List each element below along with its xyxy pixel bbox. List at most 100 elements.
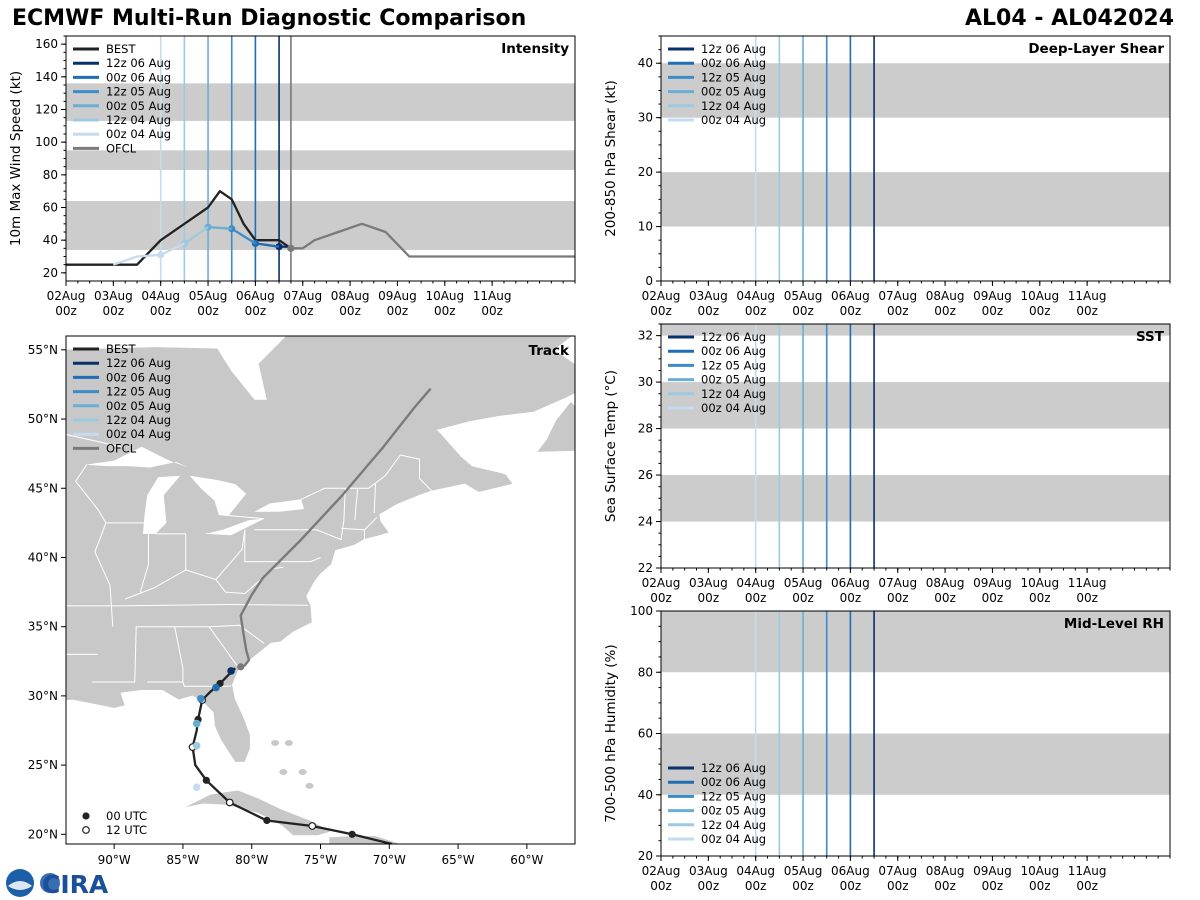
panel-label: Intensity (501, 41, 569, 57)
x-tick-label: 00z (934, 879, 956, 893)
rh-panel: 2040608010002Aug00z03Aug00z04Aug00z05Aug… (603, 604, 1171, 893)
series-line (255, 242, 280, 248)
x-tick-label: 00z (792, 304, 814, 318)
y-tick-label: 10 (638, 220, 653, 234)
x-tick-label: 00z (934, 304, 956, 318)
run-init-marker (157, 251, 165, 259)
threshold-band (661, 475, 1170, 522)
x-tick-label: 00z (150, 304, 172, 318)
x-tick-label: 00z (387, 304, 409, 318)
plot-area (661, 324, 1170, 568)
x-tick-label: 10Aug (425, 289, 464, 303)
x-tick-label: 00z (887, 591, 909, 605)
x-tick-label: 00z (840, 304, 862, 318)
best-marker-12z (225, 798, 234, 807)
x-tick-label: 06Aug (831, 289, 870, 303)
state-border (125, 569, 186, 600)
y-tick-label: 120 (35, 103, 58, 117)
x-tick-label: 00z (887, 304, 909, 318)
lat-tick-label: 25°N (28, 758, 58, 772)
x-tick-label: 02Aug (642, 289, 681, 303)
y-tick-label: 160 (35, 37, 58, 51)
y-tick-label: 32 (638, 329, 653, 343)
state-border (354, 488, 359, 521)
series-line (231, 227, 257, 245)
legend-label: 12z 04 Aug (701, 387, 766, 401)
y-tick-label: 60 (638, 727, 653, 741)
threshold-band (661, 63, 1170, 118)
plot-area (661, 611, 1170, 856)
y-tick-label: 40 (43, 233, 58, 247)
plot-area (66, 36, 575, 281)
noaa-wave-icon (8, 881, 32, 890)
legend-label: BEST (106, 342, 136, 356)
legend-label: 00z 05 Aug (701, 804, 766, 818)
gulf-st-lawrence (437, 412, 556, 475)
x-tick-label: 00z (650, 879, 672, 893)
x-tick-label: 00z (982, 879, 1004, 893)
run-position-marker (197, 694, 205, 703)
lat-tick-label: 55°N (28, 343, 58, 357)
x-tick-label: 00z (197, 304, 219, 318)
y-tick-label: 40 (638, 788, 653, 802)
lake-michigan (143, 475, 181, 534)
x-tick-label: 00z (1076, 879, 1098, 893)
x-tick-label: 00z (792, 591, 814, 605)
sst-panel: 22242628303202Aug00z03Aug00z04Aug00z05Au… (603, 323, 1171, 605)
legend-label: 12z 06 Aug (701, 330, 766, 344)
x-tick-label: 07Aug (878, 864, 917, 878)
x-tick-label: 00z (840, 879, 862, 893)
legend-label: 12z 05 Aug (701, 789, 766, 803)
x-tick-label: 00z (55, 304, 77, 318)
x-tick-label: 04Aug (141, 289, 180, 303)
series-line (290, 222, 575, 258)
land-bahamas (284, 739, 293, 746)
threshold-band (661, 733, 1170, 795)
x-tick-label: 00z (792, 879, 814, 893)
plot-area (661, 36, 1170, 281)
x-tick-label: 00z (745, 591, 767, 605)
legend-label: 12z 06 Aug (701, 761, 766, 775)
panel-label: Track (529, 343, 570, 359)
run-position-marker (192, 741, 201, 750)
y-tick-label: 60 (43, 201, 58, 215)
x-tick-label: 07Aug (878, 576, 917, 590)
legend-label: 12 UTC (106, 823, 147, 837)
x-tick-label: 00z (1076, 304, 1098, 318)
state-border (208, 626, 239, 668)
land-bahamas (279, 769, 288, 776)
cira-globe-icon (40, 873, 60, 893)
legend-label: 12z 04 Aug (701, 818, 766, 832)
best-marker-00z (202, 776, 210, 784)
x-tick-label: 10Aug (1020, 864, 1059, 878)
state-border (139, 533, 149, 593)
x-tick-label: 05Aug (784, 576, 823, 590)
x-tick-label: 08Aug (926, 576, 965, 590)
y-tick-label: 20 (43, 266, 58, 280)
cira-logo-text: CIRA (42, 870, 109, 899)
legend-label: OFCL (106, 141, 137, 155)
threshold-band (661, 611, 1170, 673)
y-tick-label: 22 (638, 561, 653, 575)
state-border (215, 566, 284, 595)
x-tick-label: 03Aug (689, 576, 728, 590)
lon-tick-label: 85°W (166, 853, 199, 867)
lat-tick-label: 45°N (28, 481, 58, 495)
land-bahamas (305, 782, 314, 789)
x-tick-label: 02Aug (642, 864, 681, 878)
land-bahamas (271, 739, 280, 746)
y-tick-label: 24 (638, 515, 653, 529)
threshold-band (661, 324, 1170, 336)
intensity-panel: 2040608010012014016002Aug00z03Aug00z04Au… (8, 35, 576, 318)
x-tick-label: 03Aug (689, 289, 728, 303)
lat-tick-label: 30°N (28, 689, 58, 703)
lake-superior (85, 446, 189, 468)
x-tick-label: 05Aug (784, 289, 823, 303)
state-border (147, 681, 232, 687)
legend-label: 00z 06 Aug (701, 775, 766, 789)
x-tick-label: 09Aug (973, 576, 1012, 590)
legend-label: 00z 06 Aug (106, 70, 171, 84)
x-tick-label: 00z (745, 304, 767, 318)
x-tick-label: 00z (698, 591, 720, 605)
threshold-band (661, 172, 1170, 227)
